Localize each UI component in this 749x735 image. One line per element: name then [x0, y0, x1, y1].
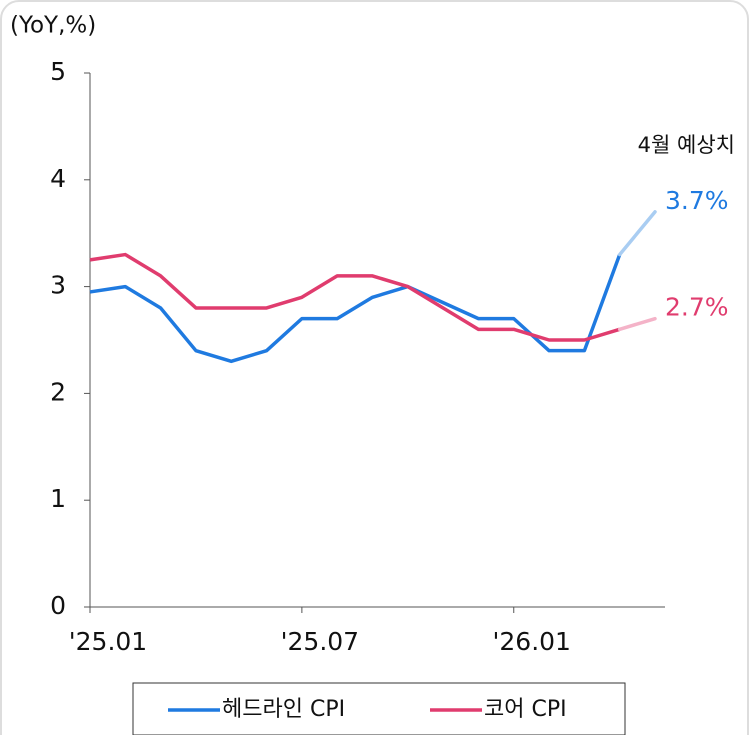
forecast-segment	[617, 316, 657, 332]
legend-label: 헤드라인 CPI	[222, 697, 345, 722]
value-label: 2.7%	[665, 293, 729, 322]
annotation: 4월 예상치	[638, 133, 735, 157]
x-tick-label: '25.07	[281, 627, 359, 656]
line-series	[89, 252, 621, 342]
y-tick-label: 1	[50, 484, 66, 513]
value-label: 3.7%	[665, 186, 729, 215]
x-tick-label: '25.01	[69, 627, 147, 656]
forecast-segment	[617, 210, 657, 257]
y-tick-label: 2	[50, 377, 66, 406]
y-tick-label: 5	[50, 57, 66, 86]
y-tick-label: 0	[50, 591, 66, 620]
y-tick-label: 4	[50, 164, 66, 193]
y-axis-label: (YoY,%)	[10, 13, 96, 39]
y-tick-label: 3	[50, 271, 66, 300]
legend-label: 코어 CPI	[484, 697, 567, 722]
x-tick-label: '26.01	[493, 627, 571, 656]
